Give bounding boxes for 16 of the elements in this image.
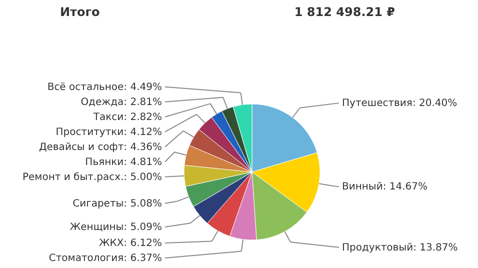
slice-label: Женщины: 5.09% xyxy=(70,222,162,233)
slice-label: Проститутки: 4.12% xyxy=(56,126,162,138)
text: 1 812 498.21 ₽ xyxy=(294,5,395,19)
slice-label: Продуктовый: 13.87% xyxy=(342,242,458,254)
slice-label: Одежда: 2.81% xyxy=(80,96,162,108)
slice-label: Ремонт и быт.расх.: 5.00% xyxy=(22,172,162,183)
slice-label: Всё остальное: 4.49% xyxy=(47,82,162,93)
slice-label: Девайсы и софт: 4.36% xyxy=(38,142,162,153)
chart-title: Итого xyxy=(60,5,100,19)
slice-label: Стоматология: 6.37% xyxy=(48,253,162,264)
slice-label: Такси: 2.82% xyxy=(92,112,162,123)
slice-label: Сигареты: 5.08% xyxy=(72,198,162,210)
slice-label: Винный: 14.67% xyxy=(342,182,428,193)
slice-label: Путешествия: 20.40% xyxy=(342,98,458,110)
slice-label: Пьянки: 4.81% xyxy=(85,156,162,168)
slice-label: ЖКХ: 6.12% xyxy=(98,238,162,249)
